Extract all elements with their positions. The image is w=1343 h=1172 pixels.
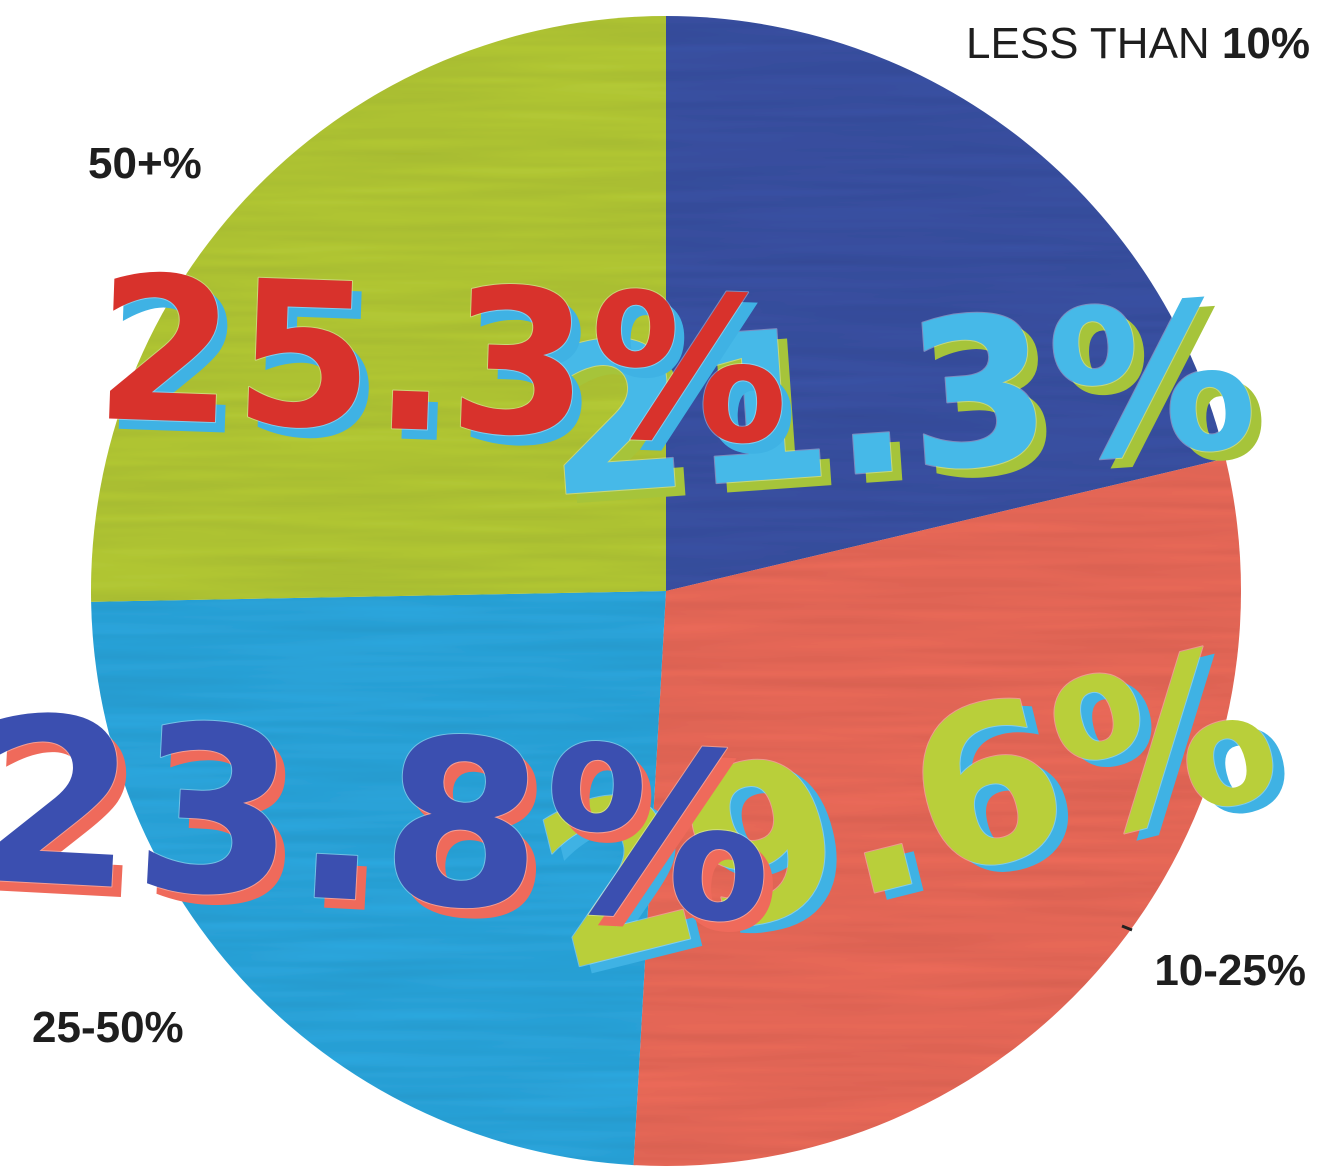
slice-value-text: 21.3% xyxy=(537,257,1263,544)
pie-slice xyxy=(91,16,666,602)
slice-value-shadow: 21.3% xyxy=(548,266,1274,553)
slice-category-label: 25-50% xyxy=(32,1003,184,1052)
slice-value-label: 25.3%25.3% xyxy=(91,232,803,500)
pie-slice xyxy=(666,16,1226,591)
slice-category-label-range: 50+% xyxy=(88,139,202,188)
slice-category-label: 50+% xyxy=(88,139,202,188)
pie-slice xyxy=(91,591,666,1166)
slice-value-text: 25.3% xyxy=(92,233,794,490)
slice-value-label: 21.3%21.3% xyxy=(536,256,1274,553)
slice-value-label: 23.8%23.8% xyxy=(0,666,789,986)
pie-category-labels: LESS THAN 10% 10-25% 25-50% 50+% xyxy=(32,19,1310,1052)
slice-category-label-range: 25-50% xyxy=(32,1003,184,1052)
slice-category-label-prefix: LESS THAN xyxy=(966,19,1222,68)
leader-tick xyxy=(1121,924,1133,932)
slice-category-label: LESS THAN 10% xyxy=(966,19,1310,68)
pie-slice xyxy=(633,458,1241,1166)
slice-value-text: 23.8% xyxy=(0,667,780,975)
slice-category-label-range: 10% xyxy=(1222,19,1310,68)
slice-category-label: 10-25% xyxy=(1154,946,1306,995)
slice-category-label-range: 10-25% xyxy=(1154,946,1306,995)
pie-slices xyxy=(91,16,1241,1166)
slice-value-shadow: 23.8% xyxy=(0,678,789,986)
slice-value-shadow: 25.3% xyxy=(101,243,803,500)
